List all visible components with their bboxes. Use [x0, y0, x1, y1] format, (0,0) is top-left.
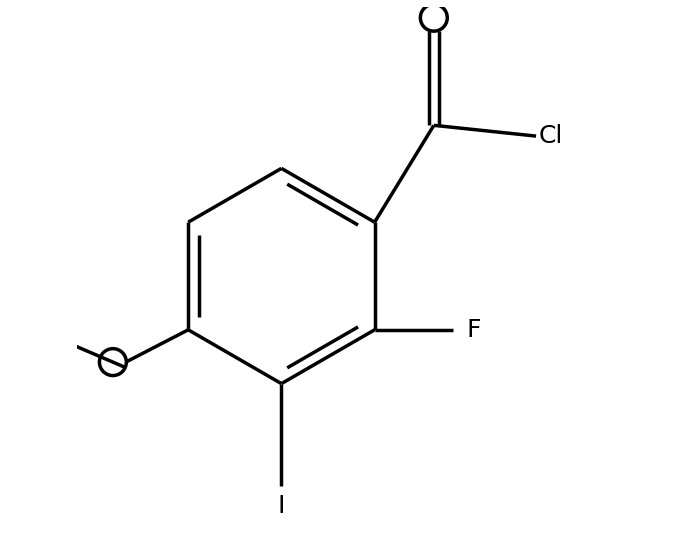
Text: F: F: [466, 318, 481, 342]
Text: I: I: [277, 494, 285, 518]
Text: Cl: Cl: [539, 124, 563, 148]
